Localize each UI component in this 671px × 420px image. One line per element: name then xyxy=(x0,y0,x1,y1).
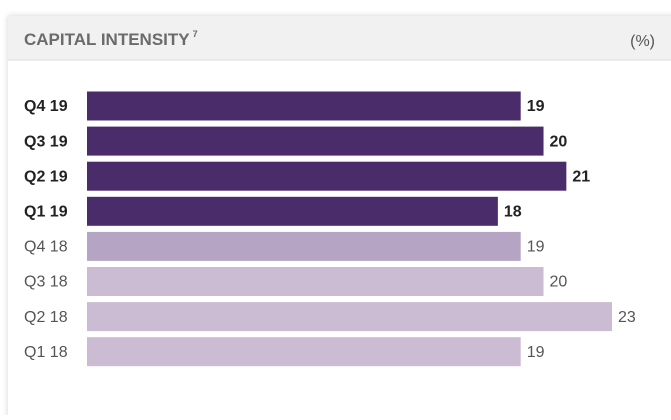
title-note: 7 xyxy=(193,29,198,39)
category-label: Q4 18 xyxy=(24,239,68,256)
category-label: Q3 19 xyxy=(24,133,68,150)
card-header xyxy=(8,16,671,60)
title-text: CAPITAL INTENSITY xyxy=(24,30,190,49)
bar xyxy=(87,161,567,191)
value-label: 19 xyxy=(527,344,545,361)
value-label: 19 xyxy=(527,239,545,256)
bar xyxy=(87,126,544,156)
bar xyxy=(87,267,544,296)
bar xyxy=(87,196,498,226)
category-label: Q1 18 xyxy=(24,344,68,361)
category-label: Q1 19 xyxy=(24,204,68,221)
bar xyxy=(87,302,612,332)
value-label: 18 xyxy=(504,204,522,221)
value-label: 20 xyxy=(550,133,568,150)
category-label: Q3 18 xyxy=(24,274,68,291)
category-label: Q2 19 xyxy=(24,168,68,185)
value-label: 20 xyxy=(550,274,568,291)
category-label: Q4 19 xyxy=(24,98,68,115)
bar xyxy=(87,337,521,367)
category-label: Q2 18 xyxy=(24,309,68,326)
bar xyxy=(87,231,521,261)
unit-label: (%) xyxy=(630,33,655,50)
value-label: 19 xyxy=(527,98,545,115)
value-label: 23 xyxy=(618,309,636,326)
value-label: 21 xyxy=(572,168,590,185)
bar xyxy=(87,91,521,121)
chart-title: CAPITAL INTENSITY 7 xyxy=(24,29,198,49)
